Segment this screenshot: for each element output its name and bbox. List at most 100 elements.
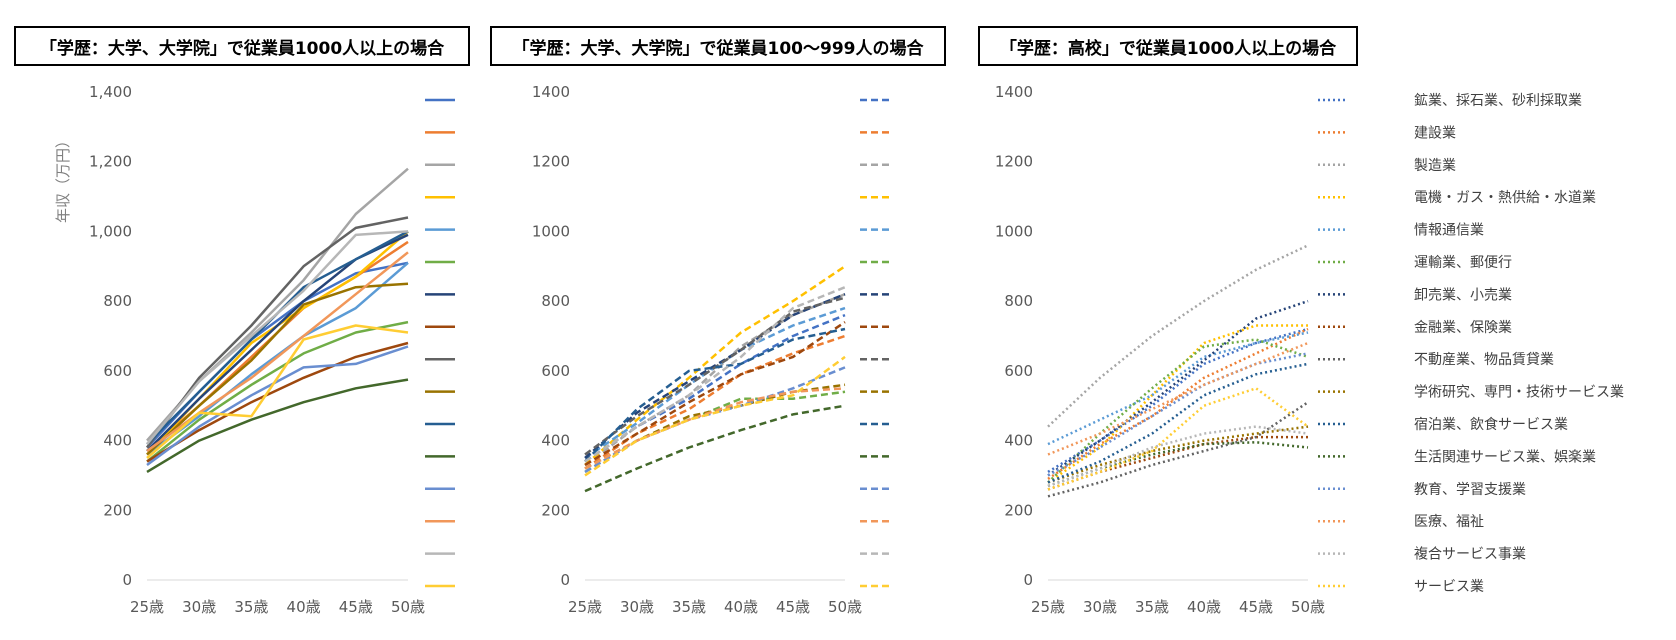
series-line <box>584 366 846 473</box>
series-line <box>1047 352 1309 477</box>
series-line <box>1047 425 1309 484</box>
series-line <box>584 355 846 477</box>
legend-label: 学術研究、専門・技術サービス業 <box>1414 385 1624 401</box>
x-tick-label: 35歳 <box>234 598 268 616</box>
y-tick-label: 400 <box>541 432 570 450</box>
y-tick-label: 1,400 <box>89 83 132 101</box>
series-line <box>1047 362 1309 484</box>
legend-label: 電機・ガス・熱供給・水道業 <box>1414 190 1596 206</box>
series-line <box>584 327 846 463</box>
legend-label: 医療、福祉 <box>1414 513 1484 530</box>
x-tick-label: 30歳 <box>1083 598 1117 616</box>
series-line <box>584 286 846 463</box>
series-line <box>1047 244 1309 428</box>
x-tick-label: 45歳 <box>1239 598 1273 616</box>
y-tick-label: 1,000 <box>89 222 132 240</box>
legend-label: 複合サービス事業 <box>1414 546 1526 563</box>
x-tick-label: 40歳 <box>287 598 321 616</box>
series-line <box>584 293 846 467</box>
series-line <box>584 313 846 463</box>
chart-3: 0 200 400 600 800 1000 1200 1400 25歳 30歳 35歳 40歳 45歳… <box>995 83 1348 616</box>
y-tick-label: 400 <box>103 432 132 450</box>
series-line <box>146 320 409 463</box>
series-line <box>146 324 409 459</box>
series-line <box>146 251 409 453</box>
chart-1: 0 200 400 600 800 1,000 1,200 1,400 年収（万円） 25歳 30歳… <box>54 83 455 616</box>
series-line <box>146 341 409 463</box>
series-line <box>1047 338 1309 484</box>
x-tick-label: 35歳 <box>672 598 706 616</box>
legend-label: 運輸業、郵便行 <box>1414 255 1512 271</box>
legend-label: サービス業 <box>1414 579 1484 595</box>
chart-2-title: 「学歴：大学、大学院」で従業員100～999人の場合 <box>490 26 946 66</box>
legend-label: 教育、学習支援業 <box>1414 482 1526 498</box>
y-tick-label: 800 <box>103 292 132 310</box>
x-tick-label: 50歳 <box>391 598 425 616</box>
legend: 鉱業、採石業、砂利採取業建設業製造業電機・ガス・熱供給・水道業情報通信業運輸業、… <box>1414 92 1624 595</box>
legend-label: 金融業、保険業 <box>1414 320 1512 336</box>
x-tick-label: 30歳 <box>620 598 654 616</box>
series-line <box>146 240 409 452</box>
chart-2: 0 200 400 600 800 1000 1200 1400 25歳 30歳 35歳 40歳 45歳… <box>532 83 890 616</box>
y-tick-label: 1400 <box>532 83 570 101</box>
x-tick-label: 45歳 <box>339 598 373 616</box>
series-line <box>1047 401 1309 498</box>
y-tick-label: 0 <box>560 571 570 589</box>
series-line <box>584 293 846 459</box>
legend-label: 生活関連サービス業、娯楽業 <box>1414 449 1596 465</box>
x-tick-label: 25歳 <box>568 598 602 616</box>
legend-label: 鉱業、採石業、砂利採取業 <box>1414 92 1582 109</box>
series-line <box>146 345 409 467</box>
series-line <box>146 261 409 456</box>
y-tick-label: 1200 <box>532 153 570 171</box>
series-line <box>1047 327 1309 473</box>
legend-label: 宿泊業、飲食サービス業 <box>1414 416 1568 433</box>
series-line <box>584 387 846 470</box>
y-tick-label: 1,200 <box>89 153 132 171</box>
y-tick-label: 400 <box>1004 432 1033 450</box>
legend-label: 建設業 <box>1414 125 1456 141</box>
y-tick-label: 200 <box>541 501 570 519</box>
series-line <box>584 404 846 493</box>
y-axis-label: 年収（万円） <box>54 133 72 223</box>
legend-label: 不動産業、物品賃貸業 <box>1414 352 1554 368</box>
y-tick-label: 600 <box>1004 362 1033 380</box>
x-tick-label: 45歳 <box>776 598 810 616</box>
series-line <box>1047 387 1309 491</box>
legend-label: 卸売業、小売業 <box>1414 287 1512 303</box>
x-tick-label: 50歳 <box>1291 598 1325 616</box>
y-tick-label: 200 <box>103 501 132 519</box>
series-line <box>145 216 409 449</box>
legend-label: 製造業 <box>1414 158 1456 174</box>
legend-label: 情報通信業 <box>1414 223 1484 239</box>
x-tick-label: 25歳 <box>130 598 164 616</box>
y-tick-label: 1000 <box>995 222 1033 240</box>
y-tick-label: 600 <box>541 362 570 380</box>
y-tick-label: 600 <box>103 362 132 380</box>
y-tick-label: 800 <box>541 292 570 310</box>
y-tick-label: 200 <box>1004 501 1033 519</box>
chart-1-title: 「学歴：大学、大学院」で従業員1000人以上の場合 <box>14 26 470 66</box>
x-tick-label: 25歳 <box>1031 598 1065 616</box>
series-line <box>146 167 409 442</box>
x-tick-label: 50歳 <box>828 598 862 616</box>
series-line <box>1047 425 1309 488</box>
y-tick-label: 0 <box>122 571 132 589</box>
y-tick-label: 1000 <box>532 222 570 240</box>
x-tick-label: 30歳 <box>182 598 216 616</box>
x-tick-label: 35歳 <box>1135 598 1169 616</box>
y-tick-label: 0 <box>1023 571 1033 589</box>
chart-3-title: 「学歴：高校」で従業員1000人以上の場合 <box>978 26 1358 66</box>
x-tick-label: 40歳 <box>724 598 758 616</box>
y-tick-label: 1400 <box>995 83 1033 101</box>
series-line <box>1047 341 1309 456</box>
series-line <box>584 321 846 467</box>
y-tick-label: 1200 <box>995 153 1033 171</box>
series-line <box>1047 299 1309 477</box>
x-tick-label: 40歳 <box>1187 598 1221 616</box>
series-line <box>584 265 846 466</box>
series-line <box>146 378 409 473</box>
series-line <box>146 230 409 445</box>
series-line <box>584 296 846 456</box>
